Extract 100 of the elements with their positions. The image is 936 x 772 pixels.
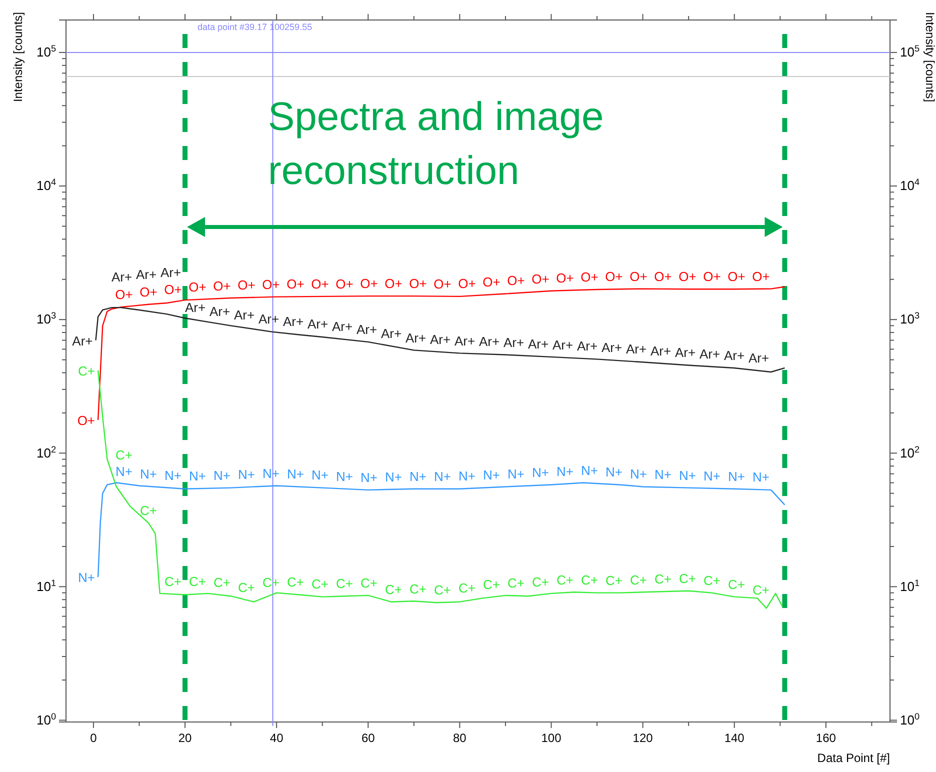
- y-tick-label: 10$^{4}$: [900, 177, 920, 194]
- y-tick-label: 10$^{2}$: [900, 444, 920, 460]
- text: Ar+: [136, 267, 157, 282]
- text: Ar+: [601, 340, 622, 356]
- text: O+: [262, 276, 280, 292]
- annotation: Spectra and image reconstruction: [268, 95, 604, 193]
- text: Ar+: [674, 345, 696, 360]
- text: N+: [728, 468, 746, 484]
- text: C+: [458, 580, 476, 596]
- text: N+: [189, 468, 206, 484]
- text: O+: [140, 284, 158, 300]
- text: Ar+: [209, 304, 230, 319]
- text: N+: [238, 467, 256, 482]
- text: C+: [434, 582, 452, 598]
- text: O+: [286, 276, 304, 292]
- text: N+: [556, 464, 574, 479]
- text: Ar+: [454, 333, 476, 348]
- text: N+: [532, 465, 550, 480]
- y-axis-title: Intensity [counts]: [11, 12, 25, 102]
- text: C+: [410, 581, 427, 596]
- text: N+: [214, 468, 231, 484]
- text: Ar+: [405, 330, 426, 346]
- x-tick-label: 20: [178, 731, 192, 745]
- y-tick-label: 10$^{0}$: [900, 711, 920, 728]
- text: C+: [679, 570, 696, 586]
- text: O+: [654, 268, 672, 284]
- text: C+: [385, 582, 402, 597]
- text: 10$^{0}$: [36, 711, 56, 728]
- text: N+: [410, 468, 427, 484]
- text: O+: [188, 279, 206, 294]
- series-label: O+: [77, 413, 96, 428]
- x-tick-label: 0: [90, 731, 98, 745]
- text: Ar+: [160, 264, 182, 280]
- text: N+: [679, 468, 696, 483]
- text: N+: [140, 466, 158, 482]
- y2-axis-title: Intensity [counts]: [923, 12, 936, 102]
- text: O+: [580, 270, 598, 285]
- text: N+: [116, 464, 133, 479]
- text: Ar+: [699, 346, 720, 362]
- x-tick-label: 60: [361, 731, 376, 745]
- text: Ar+: [503, 335, 524, 350]
- text: Ar+: [184, 300, 206, 315]
- text: C+: [287, 574, 304, 590]
- text: N+: [312, 468, 329, 483]
- text: O+: [164, 282, 182, 297]
- x-tick-label: 120: [632, 731, 654, 745]
- text: 10$^{4}$: [36, 177, 56, 194]
- text: O+: [213, 278, 231, 294]
- text: 10$^{1}$: [36, 578, 56, 594]
- y-tick-label: 10$^{1}$: [900, 578, 920, 594]
- text: Ar+: [258, 311, 280, 326]
- x-tick-label: 40: [270, 731, 284, 745]
- text: N+: [752, 470, 770, 485]
- series-label: C+: [752, 582, 770, 598]
- text: Ar+: [307, 316, 328, 332]
- line-series: [97, 370, 784, 609]
- text: Ar+: [282, 314, 304, 330]
- text: O+: [238, 278, 256, 293]
- text: N+: [458, 468, 476, 484]
- series-label: Ar+: [72, 333, 93, 348]
- text: N+: [385, 469, 402, 484]
- text: C+: [164, 574, 182, 590]
- text: 10$^{5}$: [36, 44, 56, 60]
- text: O+: [556, 270, 574, 286]
- text: Ar+: [234, 308, 255, 323]
- text: O+: [703, 269, 721, 284]
- text: Ar+: [430, 332, 451, 347]
- text: C+: [336, 576, 354, 592]
- text: Ar+: [552, 338, 574, 353]
- text: Ar+: [356, 322, 378, 337]
- text: N+: [606, 464, 623, 480]
- text: Ar+: [748, 350, 770, 366]
- text: O+: [507, 273, 525, 288]
- text: Ar+: [576, 338, 598, 354]
- text: O+: [752, 268, 770, 284]
- text: O+: [728, 269, 746, 284]
- x-tick-label: 80: [453, 731, 467, 745]
- text: C+: [312, 576, 329, 592]
- series-label: N+: [78, 570, 96, 586]
- x-tick-label: 160: [816, 731, 836, 745]
- text: O+: [311, 276, 329, 292]
- text: C+: [140, 503, 158, 518]
- text: N+: [654, 467, 672, 482]
- text: Ar+: [111, 270, 132, 285]
- text: N+: [704, 468, 721, 484]
- text: C+: [78, 363, 96, 378]
- text: C+: [214, 575, 231, 590]
- text: O+: [630, 268, 648, 284]
- x-tick-label: 100: [541, 731, 562, 745]
- text: C+: [508, 576, 525, 591]
- text: C+: [360, 576, 378, 591]
- text: C+: [581, 572, 598, 588]
- text: N+: [434, 468, 452, 484]
- text: O+: [384, 276, 402, 292]
- text: Ar+: [380, 326, 402, 342]
- text: Ar+: [478, 334, 500, 350]
- text: C+: [116, 448, 133, 463]
- text: O+: [678, 269, 696, 284]
- text: C+: [238, 580, 256, 596]
- text: C+: [728, 576, 746, 592]
